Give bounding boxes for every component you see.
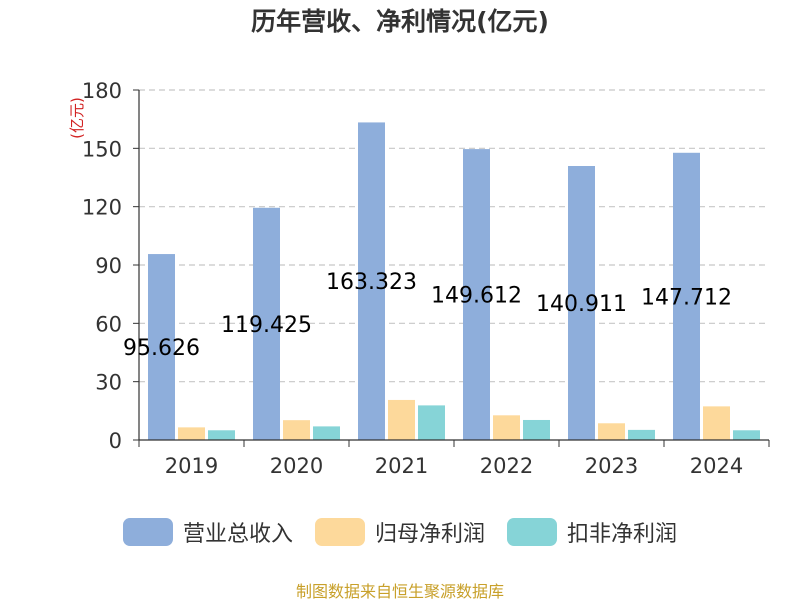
x-tick-label: 2021	[375, 454, 428, 478]
y-tick-label: 90	[95, 254, 122, 278]
y-tick-label: 120	[82, 196, 122, 220]
bar-2-2019	[178, 427, 205, 440]
legend-item[interactable]: 营业总收入	[122, 516, 293, 548]
legend-item[interactable]: 归母净利润	[314, 516, 485, 548]
bar-3-2019	[208, 430, 235, 440]
x-tick-label: 2022	[480, 454, 533, 478]
bar-2-2020	[283, 420, 310, 440]
chart-title: 历年营收、净利情况(亿元)	[251, 7, 549, 36]
grid-lines	[139, 89, 769, 383]
x-tick-label: 2023	[585, 454, 638, 478]
legend: 营业总收入 归母净利润 扣非净利润	[0, 516, 800, 548]
legend-swatch	[122, 518, 173, 546]
bar-1-2023	[568, 166, 595, 440]
data-label: 163.323	[326, 270, 417, 295]
bar-1-2022	[463, 149, 490, 441]
bar-2-2022	[493, 415, 520, 440]
data-label: 149.612	[431, 284, 522, 309]
y-tick-label: 0	[109, 429, 122, 453]
data-label: 147.712	[641, 285, 732, 310]
x-tick-label: 2024	[690, 454, 743, 478]
legend-label: 营业总收入	[182, 522, 293, 547]
bar-3-2022	[523, 419, 550, 440]
legend-swatch	[507, 518, 557, 546]
bar-2-2021	[388, 399, 415, 440]
x-tick-label: 2020	[270, 454, 323, 478]
data-label: 140.911	[536, 292, 627, 317]
y-tick-label: 180	[82, 79, 122, 103]
bar-3-2020	[313, 426, 340, 440]
source-note: 制图数据来自恒生聚源数据库	[295, 582, 504, 601]
legend-label: 扣非净利润	[567, 522, 678, 547]
bar-1-2021	[358, 122, 385, 441]
bar-1-2024	[673, 152, 700, 440]
bar-2-2023	[598, 423, 625, 440]
bar-1-2019	[148, 254, 175, 440]
bar-1-2020	[253, 207, 280, 440]
y-tick-label: 30	[95, 371, 122, 395]
data-label: 119.425	[221, 313, 312, 338]
legend-swatch	[314, 518, 365, 546]
data-label: 95.626	[123, 336, 200, 361]
legend-label: 归母净利润	[374, 522, 485, 547]
bar-3-2024	[733, 430, 760, 440]
data-labels: 95.626 119.425 163.323 149.612 140.911 147.71…	[123, 270, 732, 361]
bar-3-2021	[418, 405, 445, 440]
y-tick-label: 150	[82, 137, 122, 161]
bars	[148, 122, 760, 441]
bar-3-2023	[628, 429, 655, 440]
axes: 0 30 60 90 120 150 180 2019 2020 2021 2022 2023 2024	[82, 79, 770, 478]
y-tick-label: 60	[95, 312, 122, 336]
legend-item[interactable]: 扣非净利润	[507, 516, 677, 548]
bar-2-2024	[703, 406, 730, 440]
x-tick-label: 2019	[165, 454, 218, 478]
y-axis-label: (亿元)	[68, 97, 86, 139]
